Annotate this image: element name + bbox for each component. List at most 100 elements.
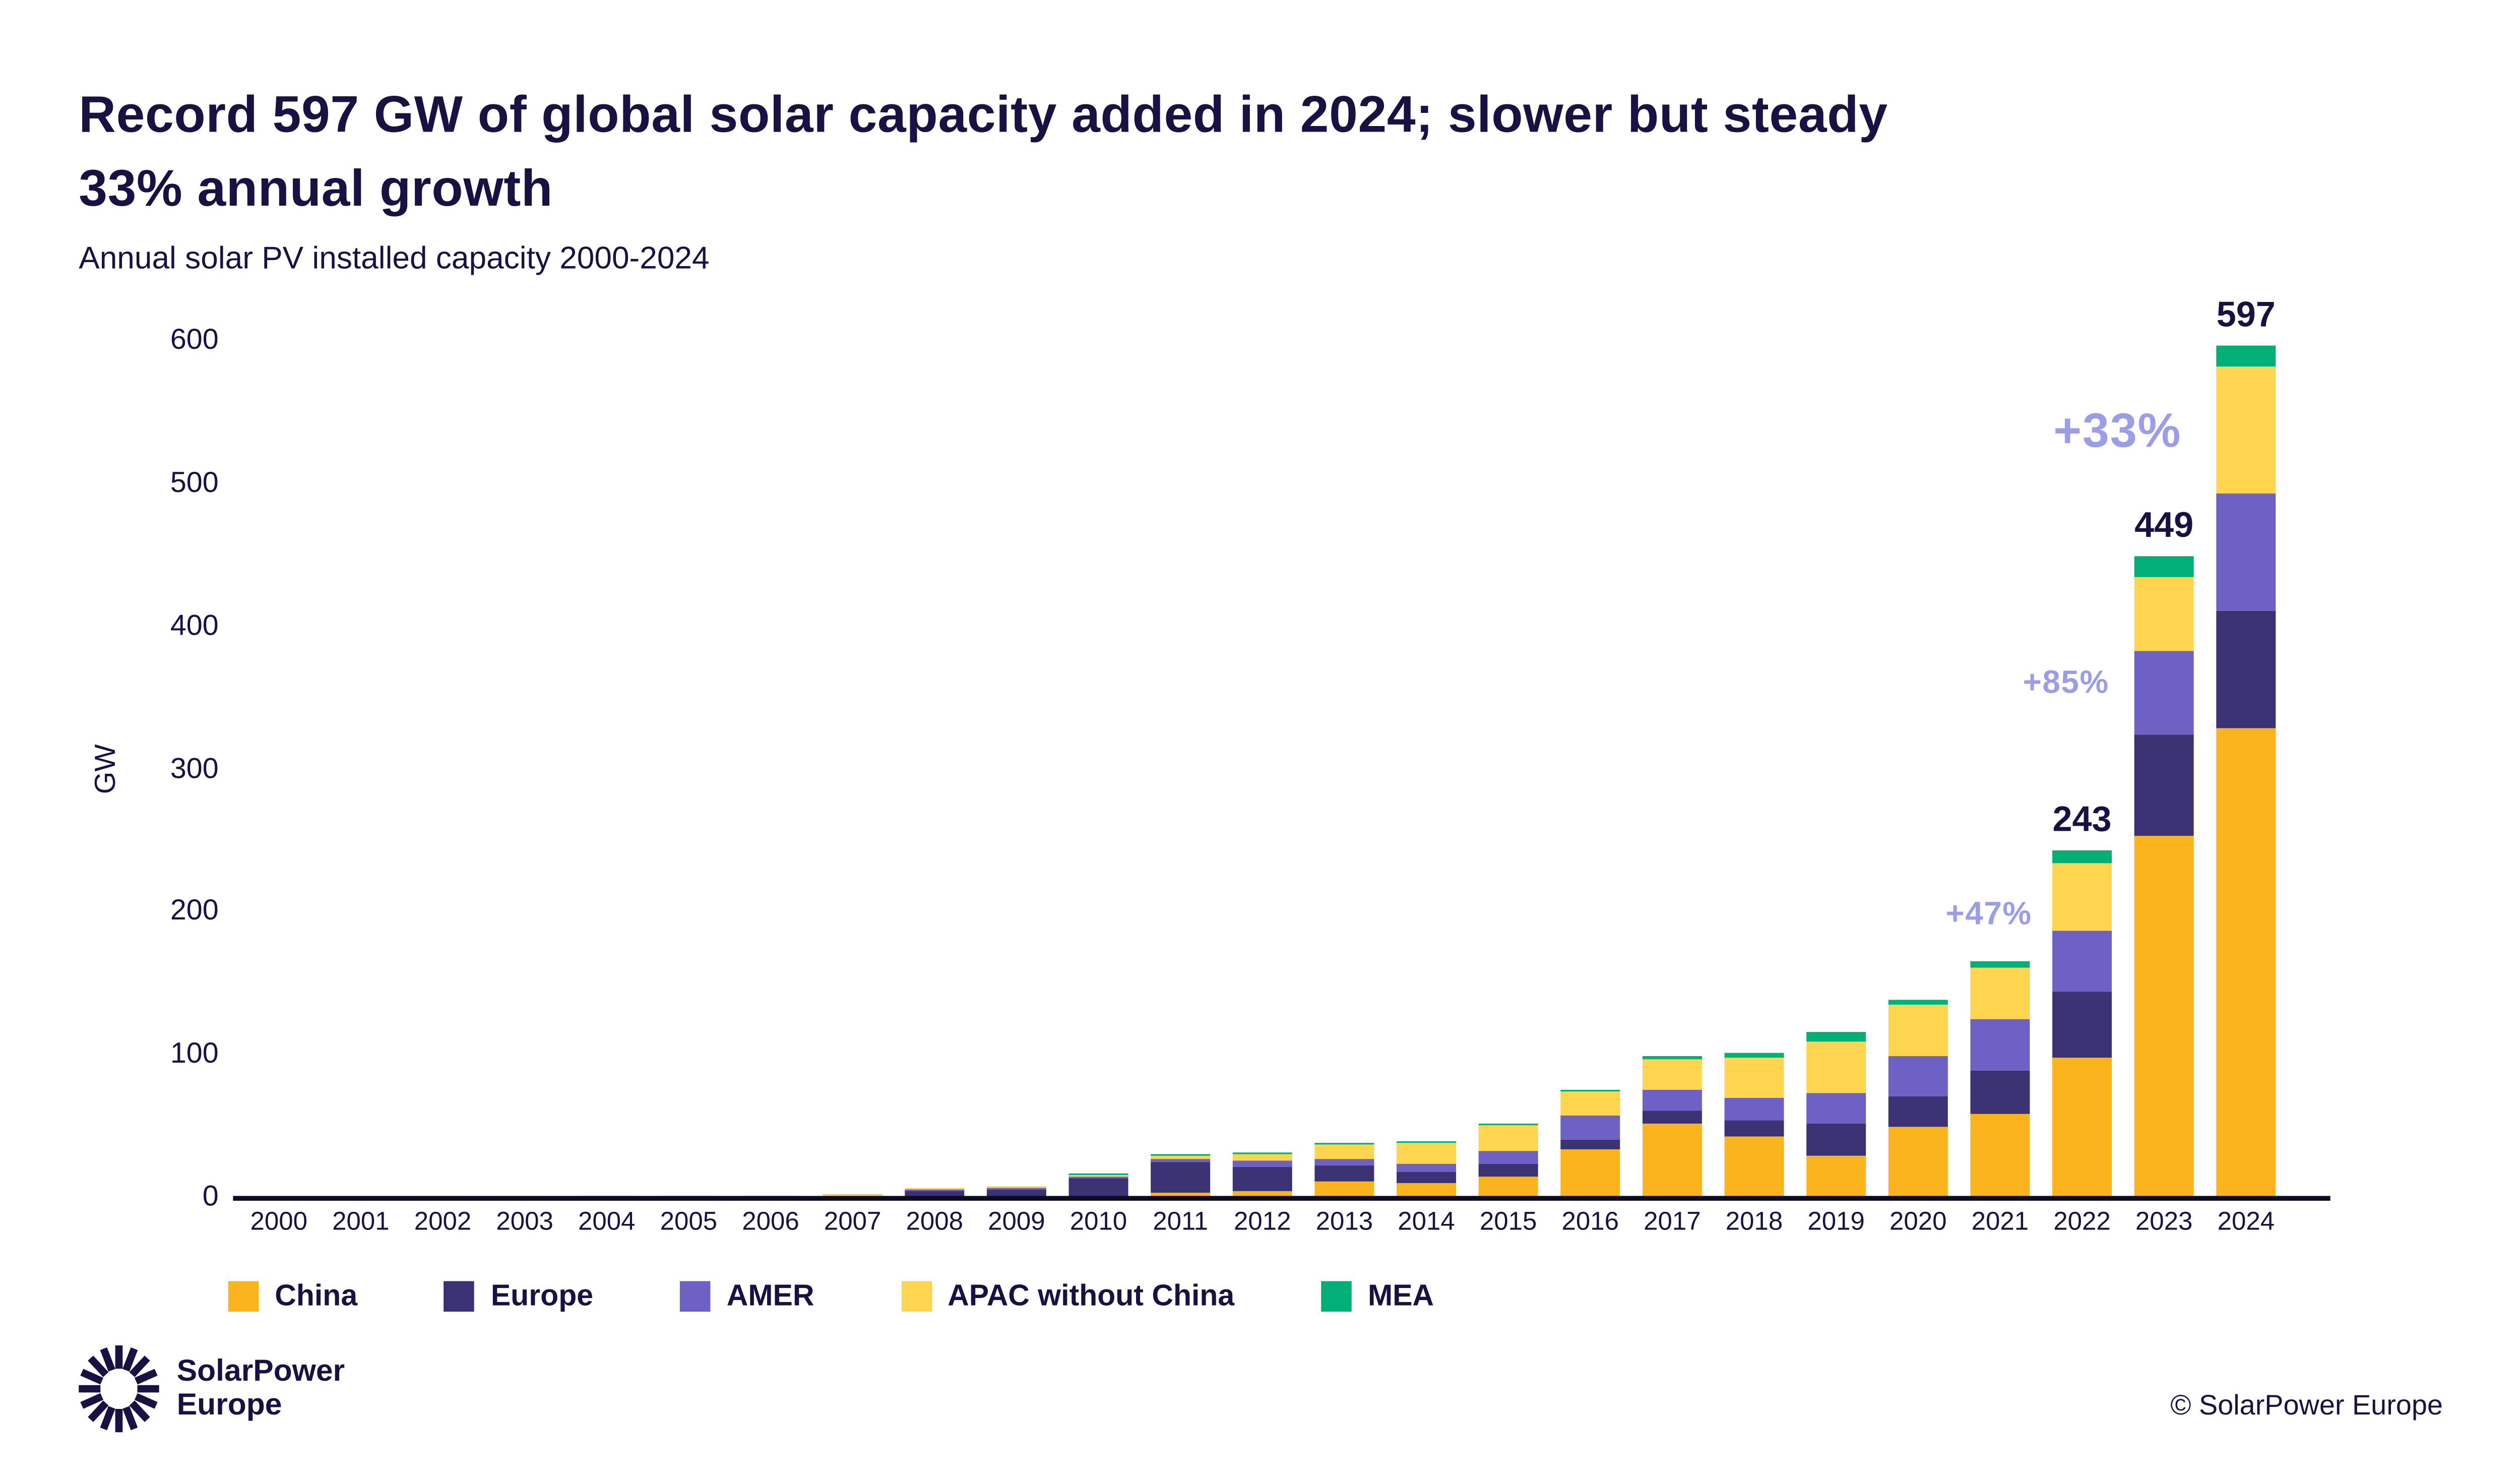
bar-segment-apac-without-china	[1232, 1153, 1292, 1161]
bar-segment-mea	[1724, 1053, 1784, 1058]
x-tick-label: 2004	[578, 1208, 636, 1237]
y-tick-label: 200	[170, 894, 219, 927]
x-tick-label: 2003	[496, 1208, 553, 1237]
x-tick-label: 2007	[824, 1208, 881, 1237]
bar-segment-apac-without-china	[1806, 1041, 1866, 1093]
bar-segment-amer	[1151, 1158, 1211, 1162]
bar-segment-apac-without-china	[1724, 1058, 1784, 1098]
bar-segment-europe	[1068, 1178, 1128, 1197]
legend-label: Europe	[490, 1278, 594, 1312]
legend-label: AMER	[726, 1278, 814, 1312]
x-axis-tick-labels: 2000 2001 2002 2003 2004 2005 2006 2007 2008 2009…	[238, 1209, 2287, 1248]
bar-segment-amer	[1970, 1019, 2030, 1071]
bar-segment-china	[1806, 1156, 1866, 1198]
bar-segment-mea	[2216, 345, 2276, 367]
legend-label: APAC without China	[948, 1278, 1235, 1312]
x-tick-label: 2024	[2217, 1208, 2275, 1237]
bar-column	[402, 0, 484, 1198]
bar-column	[238, 0, 320, 1198]
bar-column	[484, 0, 566, 1198]
bar-segment-china	[1397, 1182, 1457, 1198]
bar-segment-apac-without-china	[1068, 1173, 1128, 1176]
growth-percentage-label: +85%	[2023, 665, 2109, 701]
y-tick-label: 0	[202, 1180, 219, 1212]
bar-segment-amer	[1724, 1097, 1784, 1121]
legend-color-swatch	[680, 1280, 711, 1311]
bar-column	[976, 0, 1058, 1198]
bar-segment-amer	[1397, 1163, 1457, 1173]
bar-segment-china	[1478, 1176, 1538, 1198]
y-tick-label: 400	[170, 608, 219, 641]
bar-segment-china	[1151, 1193, 1211, 1198]
bar-segment-amer	[1068, 1176, 1128, 1178]
x-tick-label: 2018	[1725, 1208, 1783, 1237]
y-axis-title: GW	[89, 744, 121, 794]
bar-segment-mea	[2052, 850, 2112, 864]
bar-segment-mea	[2134, 556, 2194, 577]
copyright-text: © SolarPower Europe	[2170, 1389, 2443, 1421]
legend-label: MEA	[1367, 1278, 1434, 1312]
x-tick-label: 2020	[1889, 1208, 1947, 1237]
bar-column	[1303, 0, 1385, 1198]
bar-segment-china	[1232, 1192, 1292, 1198]
bar-segment-europe	[1151, 1161, 1211, 1194]
bar-column	[648, 0, 730, 1198]
y-tick-label: 300	[170, 751, 219, 784]
bar-segment-europe	[905, 1189, 965, 1198]
x-tick-label: 2016	[1561, 1208, 1619, 1237]
x-tick-label: 2011	[1153, 1208, 1209, 1237]
bar-segment-amer	[2216, 494, 2276, 611]
bar-column	[2123, 0, 2205, 1198]
bar-segment-china	[2052, 1058, 2112, 1198]
bar-column	[320, 0, 402, 1198]
bar-segment-china	[2216, 727, 2276, 1198]
bar-column	[730, 0, 812, 1198]
legend-color-swatch	[444, 1280, 475, 1311]
x-tick-label: 2010	[1069, 1208, 1127, 1237]
bar-segment-europe	[1888, 1096, 1948, 1128]
legend-label: China	[275, 1278, 358, 1312]
bar-segment-apac-without-china	[1151, 1154, 1211, 1158]
bar-segment-amer	[2134, 650, 2194, 735]
bar-column	[811, 0, 894, 1198]
x-tick-label: 2015	[1479, 1208, 1537, 1237]
bar-column	[1795, 0, 1877, 1198]
bar-column	[565, 0, 648, 1198]
title-line-2: 33% annual growth	[79, 159, 553, 217]
bar-segment-apac-without-china	[1314, 1143, 1374, 1160]
legend-item-amer: AMER	[680, 1278, 814, 1313]
bar-segment-europe	[2134, 734, 2194, 837]
solarpower-europe-logo: SolarPower Europe	[74, 1342, 345, 1436]
y-tick-label: 600	[170, 323, 219, 355]
bar-segment-apac-without-china	[1888, 1005, 1948, 1057]
bar-segment-apac-without-china	[1397, 1142, 1457, 1163]
bar-segment-amer	[1642, 1090, 1702, 1111]
bar-column	[1385, 0, 1468, 1198]
bar-segment-europe	[1314, 1166, 1374, 1182]
bar-segment-amer	[2052, 931, 2112, 992]
bar-segment-europe	[1724, 1120, 1784, 1136]
growth-percentage-label: +33%	[2053, 404, 2182, 458]
bar-segment-china	[2134, 836, 2194, 1198]
bar-segment-amer	[1806, 1093, 1866, 1124]
bar-column	[2041, 0, 2123, 1198]
bar-segment-apac-without-china	[659, 1195, 719, 1196]
bar-segment-apac-without-china	[2134, 576, 2194, 651]
bar-segment-china	[1970, 1115, 2030, 1198]
sunburst-icon	[79, 1345, 159, 1433]
bar-segment-china	[1642, 1123, 1702, 1198]
legend-item-china: China	[228, 1278, 357, 1313]
x-axis-baseline	[233, 1196, 2330, 1201]
x-tick-label: 2000	[250, 1208, 308, 1237]
bar-column	[2205, 0, 2287, 1198]
bar-segment-europe	[986, 1189, 1046, 1198]
bar-segment-mea	[1478, 1124, 1538, 1126]
bar-segment-europe	[1478, 1164, 1538, 1177]
bar-segment-europe	[1232, 1166, 1292, 1192]
bar-column	[1140, 0, 1222, 1198]
bar-segment-apac-without-china	[1970, 967, 2030, 1019]
page-title: Record 597 GW of global solar capacity a…	[79, 77, 2168, 225]
bar-segment-mea	[1888, 999, 1948, 1005]
